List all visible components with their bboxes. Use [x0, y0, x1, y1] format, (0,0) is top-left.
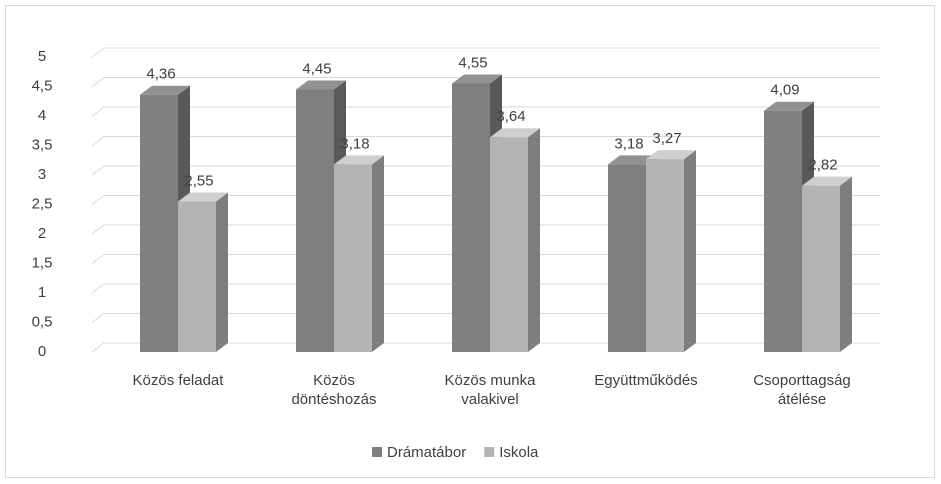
y-tick-label: 0 [38, 343, 46, 360]
bar-face [490, 128, 540, 138]
bar [178, 192, 228, 352]
x-tick-label: Csoporttagság átélése [753, 372, 851, 408]
bar-face [178, 201, 216, 352]
bar-face [684, 150, 696, 352]
bar-face [178, 192, 228, 202]
legend-swatch [372, 447, 382, 457]
legend-swatch [484, 447, 495, 457]
grid-line [91, 47, 880, 58]
data-label: 3,27 [652, 130, 681, 147]
bar-face [802, 176, 852, 186]
data-label: 3,18 [340, 135, 369, 152]
bar-face [608, 164, 646, 352]
y-tick-label: 1 [38, 284, 46, 301]
bar [334, 155, 384, 352]
bar-face [296, 80, 346, 90]
bar-face [296, 89, 334, 352]
bar-face [608, 155, 658, 165]
x-tick-label: Közös feladat [132, 372, 224, 389]
bar-face [646, 150, 696, 160]
bar-face [334, 155, 384, 165]
data-label: 2,82 [808, 157, 837, 174]
grid-line [91, 136, 880, 146]
data-label: 4,09 [770, 82, 799, 99]
data-label: 4,36 [146, 66, 175, 83]
legend-label: Drámatábor [387, 444, 466, 461]
y-tick-label: 4 [38, 107, 46, 124]
bar-face [646, 159, 684, 352]
bar-face [452, 74, 502, 84]
y-tick-label: 3,5 [32, 136, 53, 153]
bar [646, 150, 696, 352]
y-tick-label: 5 [38, 48, 46, 65]
bar-face [840, 176, 852, 352]
y-tick-label: 1,5 [32, 254, 53, 271]
bar-face [764, 110, 802, 352]
y-tick-label: 0,5 [32, 313, 53, 330]
x-tick-label: Együttműködés [594, 372, 698, 389]
bar-face [802, 185, 840, 352]
data-label: 3,64 [496, 108, 525, 125]
bar [802, 176, 852, 352]
bar-face [490, 137, 528, 352]
data-label: 3,18 [614, 135, 643, 152]
bar-face [528, 128, 540, 352]
bar-face [334, 164, 372, 352]
legend-label: Iskola [499, 444, 539, 461]
y-tick-label: 3 [38, 166, 46, 183]
y-tick-label: 2 [38, 225, 46, 242]
bar-face [372, 155, 384, 352]
grid-line [91, 106, 880, 117]
y-tick-label: 2,5 [32, 195, 53, 212]
grid-line [91, 77, 880, 87]
data-label: 4,45 [302, 60, 331, 77]
x-tick-label: Közös döntéshozás [291, 372, 377, 408]
bar-face [764, 101, 814, 111]
x-tick-label: Közös munka valakivel [444, 372, 536, 408]
data-label: 2,55 [184, 173, 213, 190]
bar-face [140, 94, 178, 352]
data-label: 4,55 [458, 55, 487, 72]
y-tick-label: 4,5 [32, 77, 53, 94]
bar-face [452, 83, 490, 353]
bar-face [140, 85, 190, 95]
bar-face [216, 192, 228, 352]
bar [490, 128, 540, 352]
